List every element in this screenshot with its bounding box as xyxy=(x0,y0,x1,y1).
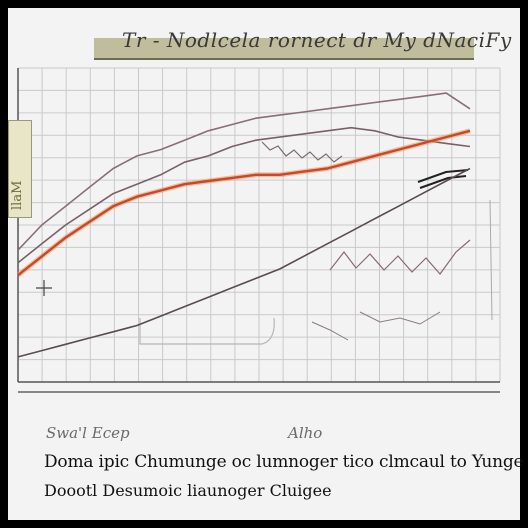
side-label-badge xyxy=(8,120,32,218)
chart-title: Tr - Nodlcela rornect dr My dNaciFy xyxy=(122,28,512,52)
series-line-4 xyxy=(17,167,471,358)
arrow-mark xyxy=(417,169,469,189)
series-group xyxy=(16,92,471,358)
grid-lines xyxy=(17,67,501,383)
chart-frame xyxy=(8,8,520,520)
scribble-mid xyxy=(261,141,343,163)
bracket-outline xyxy=(139,317,275,345)
caption-line-2: Doootl Desumoic liaunoger Cluigee xyxy=(44,481,332,500)
annotation-left: Swa'l Ecep xyxy=(46,424,130,442)
side-label: llaM xyxy=(10,180,25,210)
annotation-scribbles xyxy=(36,141,493,345)
title-bar xyxy=(94,38,474,60)
series-line-3 xyxy=(17,129,471,277)
right-edge-mark xyxy=(489,199,493,321)
annotation-right: Alho xyxy=(288,424,323,442)
series-line-2 xyxy=(17,126,471,264)
series-line-1 xyxy=(17,92,471,251)
scribble-low xyxy=(311,311,441,341)
caption-line-1: Doma ipic Chumunge oc lumnoger tico clmc… xyxy=(44,452,528,472)
scribble-right xyxy=(329,239,471,275)
plus-mark xyxy=(36,280,52,296)
